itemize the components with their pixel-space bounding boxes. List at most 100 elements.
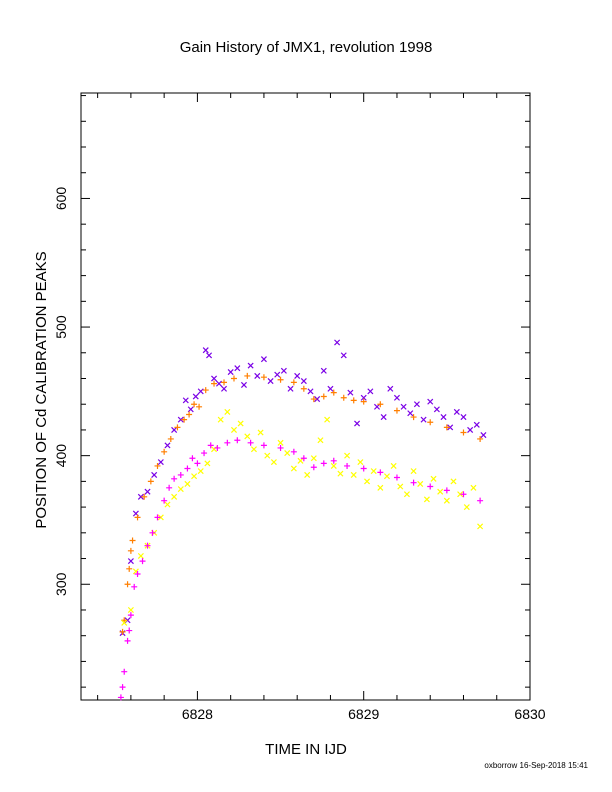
data-point	[277, 444, 284, 451]
data-point	[470, 484, 477, 491]
data-point	[157, 459, 164, 466]
data-point	[204, 460, 211, 467]
data-point	[254, 372, 261, 379]
data-point	[460, 429, 467, 436]
data-point	[240, 381, 247, 388]
data-point	[187, 406, 194, 413]
data-point	[377, 484, 384, 491]
data-point	[360, 465, 367, 472]
data-marks	[117, 339, 487, 701]
data-point	[191, 401, 198, 408]
data-point	[227, 369, 234, 376]
data-point	[284, 450, 291, 457]
data-point	[129, 537, 136, 544]
data-point	[124, 581, 131, 588]
data-point	[154, 462, 161, 469]
data-point	[151, 471, 158, 478]
data-point	[117, 694, 124, 701]
data-point	[473, 421, 480, 428]
footer-credit: oxborrow 16-Sep-2018 15:41	[484, 761, 588, 770]
data-point	[307, 388, 314, 395]
data-point	[344, 462, 351, 469]
data-point	[373, 403, 381, 410]
data-point	[234, 437, 241, 444]
data-point	[477, 523, 484, 530]
data-point	[197, 388, 204, 395]
x-tick-label: 6830	[514, 706, 545, 722]
data-point	[413, 401, 420, 408]
data-point	[467, 426, 474, 433]
data-point	[127, 558, 134, 565]
data-point	[330, 462, 337, 469]
data-point	[264, 452, 271, 459]
data-point	[310, 455, 317, 462]
data-point	[202, 347, 209, 354]
data-point	[294, 372, 301, 379]
data-point	[119, 628, 126, 635]
data-point	[393, 394, 400, 401]
data-point	[377, 469, 384, 476]
data-point	[174, 424, 181, 431]
data-point	[196, 403, 203, 410]
data-point	[197, 468, 204, 475]
data-point	[206, 352, 213, 359]
data-point	[167, 435, 174, 442]
x-tick-label: 6829	[348, 706, 379, 722]
data-point	[189, 455, 196, 462]
data-point	[410, 414, 417, 421]
data-point	[290, 379, 297, 386]
data-point	[290, 465, 297, 472]
data-point	[407, 410, 414, 417]
data-point	[364, 478, 371, 485]
data-point	[334, 339, 341, 346]
data-point	[447, 424, 454, 431]
data-point	[244, 433, 251, 440]
data-point	[147, 478, 154, 485]
data-point	[360, 398, 367, 405]
data-point	[460, 491, 467, 498]
x-tick-label: 6828	[182, 706, 213, 722]
data-point	[182, 397, 189, 404]
data-point	[354, 420, 361, 427]
data-point	[230, 426, 238, 433]
data-point	[141, 493, 148, 500]
y-tick-label: 400	[53, 444, 69, 468]
data-point	[247, 439, 254, 446]
data-point	[417, 480, 424, 487]
data-point	[186, 411, 193, 418]
data-point	[344, 452, 351, 459]
data-point	[257, 429, 264, 436]
data-point	[300, 378, 307, 385]
data-point	[280, 367, 287, 374]
data-point	[144, 542, 151, 549]
series-2	[119, 372, 484, 635]
data-point	[310, 396, 317, 403]
data-point	[477, 497, 484, 504]
data-point	[443, 497, 450, 504]
data-point	[320, 393, 327, 400]
data-point	[433, 406, 440, 413]
data-point	[453, 408, 460, 415]
data-point	[127, 606, 134, 614]
data-point	[443, 424, 450, 431]
data-point	[367, 388, 374, 395]
data-point	[393, 474, 400, 481]
data-point	[191, 473, 198, 480]
data-point	[216, 380, 223, 387]
data-point	[127, 612, 134, 619]
data-point	[304, 471, 311, 478]
data-point	[164, 442, 171, 449]
data-point	[480, 432, 487, 439]
data-point	[440, 414, 447, 421]
data-point	[217, 416, 224, 423]
data-point	[184, 465, 191, 472]
data-point	[430, 475, 437, 482]
data-point	[171, 493, 178, 500]
series-3	[121, 408, 484, 626]
data-point	[137, 552, 144, 559]
data-point	[127, 547, 134, 554]
data-point	[387, 385, 394, 392]
y-tick-label: 300	[53, 572, 69, 596]
data-point	[327, 385, 334, 392]
data-point	[357, 459, 364, 466]
